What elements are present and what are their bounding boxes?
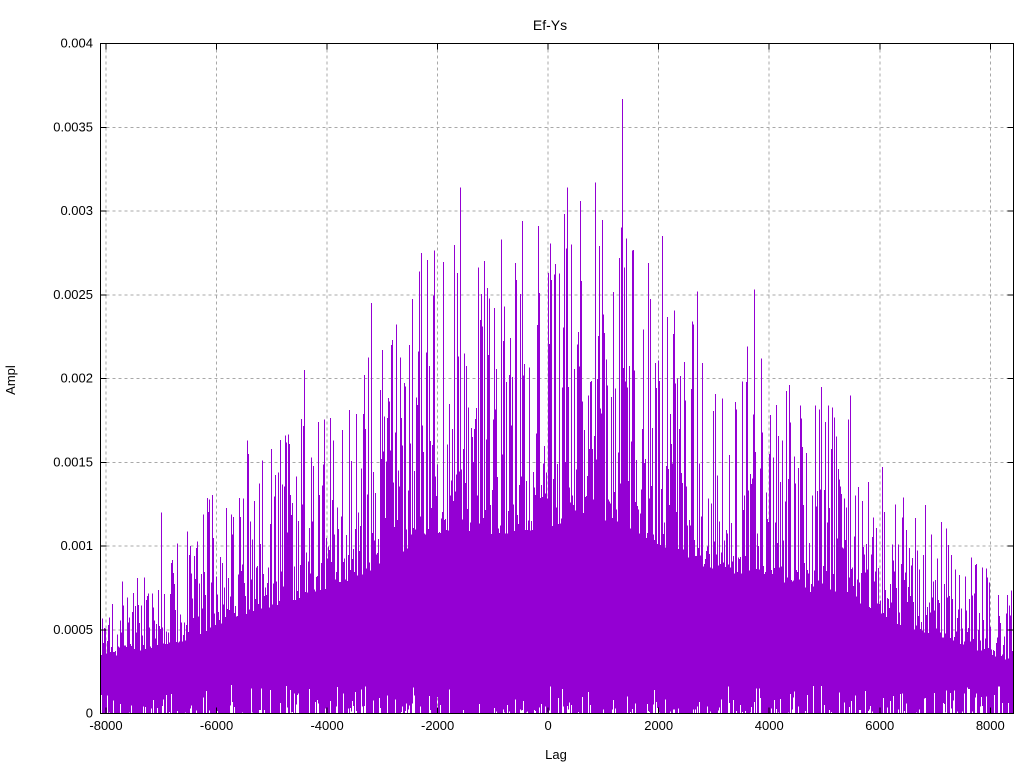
x-tick-label: 4000 bbox=[755, 718, 784, 733]
tick-labels: -8000 -6000 -4000 -2000 0 2000 4000 6000 8000 0 0.… bbox=[53, 36, 1005, 734]
x-tick-label: 6000 bbox=[865, 718, 894, 733]
chart-title: Ef-Ys bbox=[533, 17, 567, 33]
x-tick-label: -8000 bbox=[89, 718, 122, 733]
x-tick-label: 0 bbox=[545, 718, 552, 733]
y-tick-label: 0.0005 bbox=[53, 622, 93, 637]
x-tick-label: 8000 bbox=[976, 718, 1005, 733]
y-tick-label: 0.003 bbox=[60, 203, 93, 218]
x-tick-label: -6000 bbox=[200, 718, 233, 733]
y-axis-label: Ampl bbox=[3, 365, 18, 395]
y-tick-label: 0.002 bbox=[60, 371, 93, 386]
y-tick-label: 0.0035 bbox=[53, 119, 93, 134]
y-tick-label: 0.0015 bbox=[53, 454, 93, 469]
y-tick-label: 0 bbox=[86, 706, 93, 721]
x-axis-label: Lag bbox=[545, 747, 567, 762]
y-tick-label: 0.001 bbox=[60, 538, 93, 553]
x-tick-label: -4000 bbox=[310, 718, 343, 733]
axes-frame bbox=[100, 43, 1014, 714]
y-tick-label: 0.0025 bbox=[53, 287, 93, 302]
y-tick-label: 0.004 bbox=[60, 36, 93, 51]
impulse-series bbox=[101, 98, 1013, 714]
x-tick-label: -2000 bbox=[421, 718, 454, 733]
x-tick-label: 2000 bbox=[644, 718, 673, 733]
